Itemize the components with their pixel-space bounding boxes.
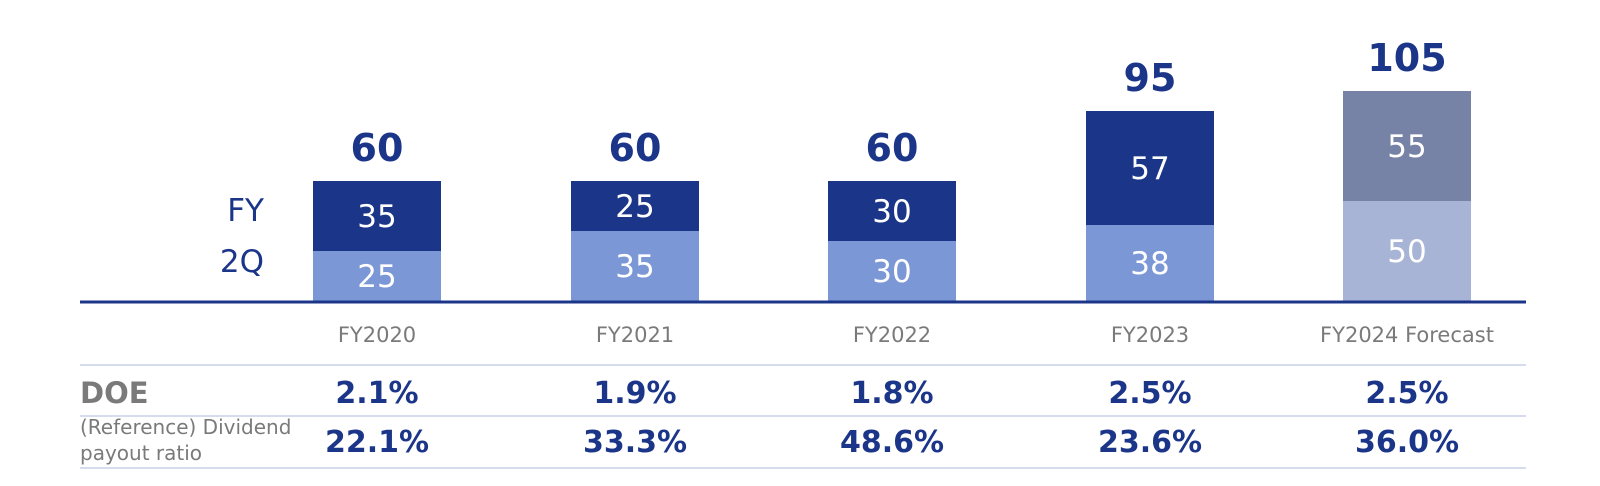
bar-value-label: 38 xyxy=(1130,246,1169,282)
series-label-2q: 2Q xyxy=(220,244,264,280)
bar-segment-fy-0 xyxy=(313,181,441,251)
table-cell-value: 22.1% xyxy=(325,425,429,460)
x-tick-label: FY2023 xyxy=(1111,323,1189,347)
row-label-doe: DOE xyxy=(80,376,149,410)
x-tick-label: FY2020 xyxy=(338,323,416,347)
series-labels: FY 2Q xyxy=(220,193,264,280)
bar-segment-2q-0 xyxy=(313,251,441,301)
bar-total-label: 60 xyxy=(351,126,404,170)
x-tick-label: FY2021 xyxy=(596,323,674,347)
bar-segment-2q-1 xyxy=(571,231,699,301)
bar-value-label: 35 xyxy=(615,249,654,285)
bar-segment-fy-3 xyxy=(1086,111,1214,225)
x-tick-label: FY2022 xyxy=(853,323,931,347)
table-cell-value: 2.5% xyxy=(1365,376,1448,411)
bars-group: 25 35 60 35 25 60 30 30 60 38 57 95 50 55 105 xyxy=(313,36,1471,301)
table-cell-value: 1.9% xyxy=(593,376,676,411)
table-cell-value: 2.1% xyxy=(335,376,418,411)
bar-value-label: 25 xyxy=(615,189,654,225)
bar-total-label: 95 xyxy=(1124,56,1177,100)
bar-value-label: 25 xyxy=(357,259,396,295)
bar-segment-2q-4 xyxy=(1343,201,1471,301)
bar-value-label: 30 xyxy=(872,194,911,230)
bar-value-label: 55 xyxy=(1387,129,1426,165)
table-cell-value: 1.8% xyxy=(850,376,933,411)
table-cell-value: 33.3% xyxy=(583,425,687,460)
series-label-fy: FY xyxy=(227,193,264,229)
bar-total-label: 105 xyxy=(1367,36,1446,80)
x-tick-label: FY2024 Forecast xyxy=(1320,323,1494,347)
table-cell-value: 48.6% xyxy=(840,425,944,460)
row-label-payout-line1: (Reference) Dividend xyxy=(80,415,291,439)
bar-value-label: 50 xyxy=(1387,234,1426,270)
bar-segment-fy-4 xyxy=(1343,91,1471,201)
table-cell-value: 23.6% xyxy=(1098,425,1202,460)
bar-segment-fy-2 xyxy=(828,181,956,241)
x-tick-labels: FY2020 FY2021 FY2022 FY2023 FY2024 Forecast xyxy=(338,323,1494,347)
bar-value-label: 30 xyxy=(872,254,911,290)
bar-segment-2q-2 xyxy=(828,241,956,301)
row-label-payout-line2: payout ratio xyxy=(80,441,202,465)
metrics-table: DOE (Reference) Dividend payout ratio 2.… xyxy=(80,376,1459,465)
bar-value-label: 57 xyxy=(1130,151,1169,187)
bar-total-label: 60 xyxy=(609,126,662,170)
bar-value-label: 35 xyxy=(357,199,396,235)
bar-segment-fy-1 xyxy=(571,181,699,231)
table-cell-value: 36.0% xyxy=(1355,425,1459,460)
bar-segment-2q-3 xyxy=(1086,225,1214,301)
table-cell-value: 2.5% xyxy=(1108,376,1191,411)
bar-total-label: 60 xyxy=(866,126,919,170)
